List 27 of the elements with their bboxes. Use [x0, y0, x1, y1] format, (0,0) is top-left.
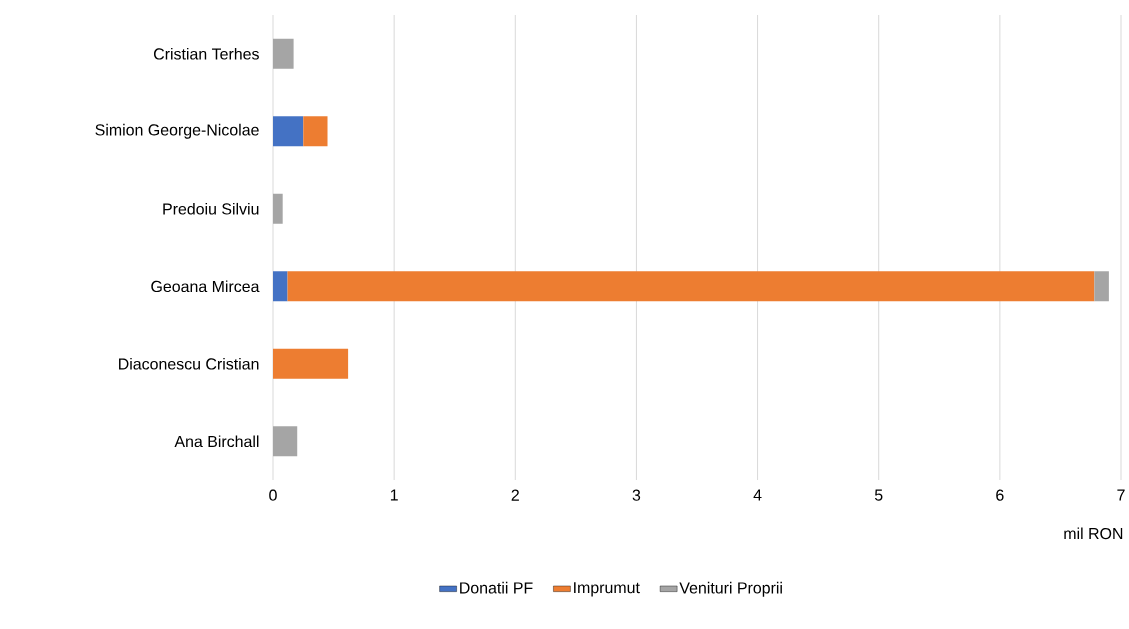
x-tick-label: 2: [511, 489, 519, 501]
bar: [303, 116, 328, 147]
y-tick-label: Geoana Mircea: [151, 280, 260, 293]
bar: [273, 426, 298, 457]
x-tick-label: 4: [753, 489, 762, 501]
legend-label: Imprumut: [574, 582, 640, 597]
y-tick-label: Cristian Terhes: [154, 47, 259, 60]
x-axis-title: mil RON: [1064, 527, 1123, 540]
y-tick-label: Simion George-Nicolae: [95, 123, 259, 139]
x-tick-label: 1: [390, 489, 398, 501]
bar: [287, 271, 1095, 302]
x-tick-label: 6: [996, 489, 1004, 501]
bar: [273, 271, 288, 302]
x-tick-label: 3: [632, 489, 641, 501]
bar: [273, 38, 294, 69]
x-tick-label: 0: [269, 489, 277, 501]
y-tick-label: Ana Birchall: [174, 435, 259, 448]
bar: [273, 116, 304, 147]
bar: [1094, 271, 1109, 302]
y-tick-label: Predoiu Silviu: [163, 202, 259, 215]
legend-label: Venituri Proprii: [679, 581, 782, 597]
bar: [273, 348, 349, 379]
x-tick-label: 7: [1117, 489, 1125, 501]
x-tick-label: 5: [874, 489, 883, 501]
y-tick-label: Diaconescu Cristian: [119, 357, 259, 370]
legend-label: Donatii PF: [460, 581, 533, 594]
bar: [273, 193, 283, 224]
